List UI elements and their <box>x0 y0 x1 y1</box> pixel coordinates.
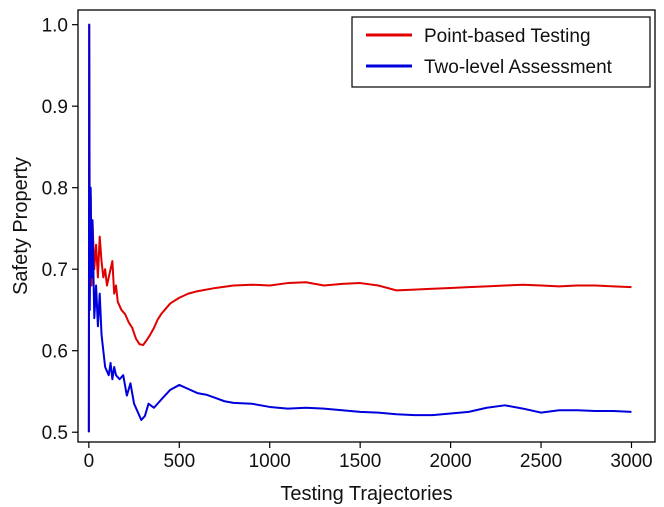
y-tick-label: 0.6 <box>42 342 68 363</box>
x-tick-label: 1000 <box>249 451 291 472</box>
legend-box <box>351 16 651 88</box>
y-axis: 0.5 0.6 0.7 0.8 0.9 1.0 <box>42 16 78 444</box>
x-axis: 0 500 1000 1500 2000 2500 3000 <box>84 442 653 472</box>
x-axis-label: Testing Trajectories <box>280 483 452 505</box>
y-tick-label: 0.9 <box>42 97 68 118</box>
y-tick-label: 0.5 <box>42 423 68 444</box>
x-tick-label: 3000 <box>610 451 652 472</box>
legend-label-point-based-testing: Point-based Testing <box>424 26 591 47</box>
y-tick-label: 0.8 <box>42 179 68 200</box>
x-tick-label: 1500 <box>339 451 381 472</box>
series-layer <box>87 23 632 433</box>
plot-area-border <box>77 9 656 443</box>
legend-label-two-level-assessment: Two-level Assessment <box>424 57 613 78</box>
plot-frame <box>77 9 656 443</box>
x-tick-label: 2000 <box>429 451 471 472</box>
x-tick-label: 0 <box>84 451 95 472</box>
series-line-point-based-testing <box>87 23 632 433</box>
y-tick-label: 0.7 <box>42 260 68 281</box>
x-tick-label: 2500 <box>520 451 562 472</box>
x-tick-label: 500 <box>163 451 195 472</box>
y-tick-label: 1.0 <box>42 16 68 37</box>
y-axis-label: Safety Property <box>10 157 32 295</box>
series-line-two-level-assessment <box>87 23 632 433</box>
legend: Point-based Testing Two-level Assessment <box>351 16 651 88</box>
